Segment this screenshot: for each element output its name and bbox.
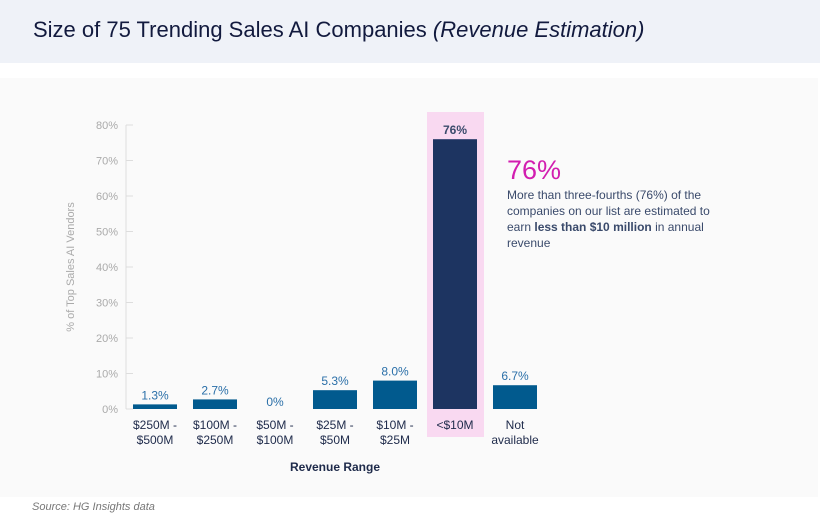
- callout-big-number: 76%: [507, 155, 562, 185]
- source-note: Source: HG Insights data: [32, 501, 155, 513]
- y-axis-label: % of Top Sales AI Vendors: [65, 202, 77, 332]
- data-label: 8.0%: [381, 365, 409, 379]
- x-tick-label: available: [491, 433, 539, 447]
- x-tick-label: $25M -: [316, 418, 353, 432]
- y-tick-label: 50%: [96, 227, 118, 239]
- x-tick-label: $50M -: [256, 418, 293, 432]
- y-tick-label: 80%: [96, 120, 118, 132]
- y-tick-label: 30%: [96, 298, 118, 310]
- x-tick-label: $100M -: [193, 418, 237, 432]
- x-tick-label: $50M: [320, 433, 350, 447]
- bar: [433, 139, 477, 409]
- title-italic: (Revenue Estimation): [432, 17, 645, 42]
- y-tick-label: 20%: [96, 333, 118, 345]
- y-tick-label: 60%: [96, 191, 118, 203]
- callout-text: More than three-fourths (76%) of the com…: [507, 188, 710, 234]
- x-axis-label: Revenue Range: [290, 460, 380, 474]
- bar: [313, 390, 357, 409]
- data-label: 6.7%: [501, 369, 529, 383]
- x-tick-label: $10M -: [376, 418, 413, 432]
- x-tick-label: $250M: [197, 433, 234, 447]
- y-tick-label: 10%: [96, 369, 118, 381]
- callout-bold: less than $10 million: [534, 220, 652, 234]
- y-tick-label: 0%: [102, 404, 118, 416]
- x-tick-label: <$10M: [436, 418, 473, 432]
- bar: [193, 399, 237, 409]
- bar: [373, 380, 417, 409]
- bar: [493, 385, 537, 409]
- data-label: 5.3%: [321, 374, 349, 388]
- x-tick-label: $250M -: [133, 418, 177, 432]
- chart-panel: [0, 78, 818, 497]
- header-band: Size of 75 Trending Sales AI Companies (…: [0, 0, 820, 63]
- chart-title: Size of 75 Trending Sales AI Companies (…: [33, 17, 644, 43]
- x-tick-label: $100M: [257, 433, 294, 447]
- x-tick-label: Not: [506, 418, 525, 432]
- y-tick-label: 70%: [96, 156, 118, 168]
- callout: 76% More than three-fourths (76%) of the…: [507, 155, 717, 251]
- title-main: Size of 75 Trending Sales AI Companies: [33, 17, 427, 42]
- x-tick-label: $500M: [137, 433, 174, 447]
- callout-text-end: in annual revenue: [507, 220, 704, 250]
- data-label: 2.7%: [201, 383, 229, 397]
- data-label: 0%: [266, 395, 284, 409]
- x-tick-label: $25M: [380, 433, 410, 447]
- bar: [133, 404, 177, 409]
- data-label: 76%: [443, 123, 467, 137]
- data-label: 1.3%: [141, 388, 169, 402]
- y-tick-label: 40%: [96, 262, 118, 274]
